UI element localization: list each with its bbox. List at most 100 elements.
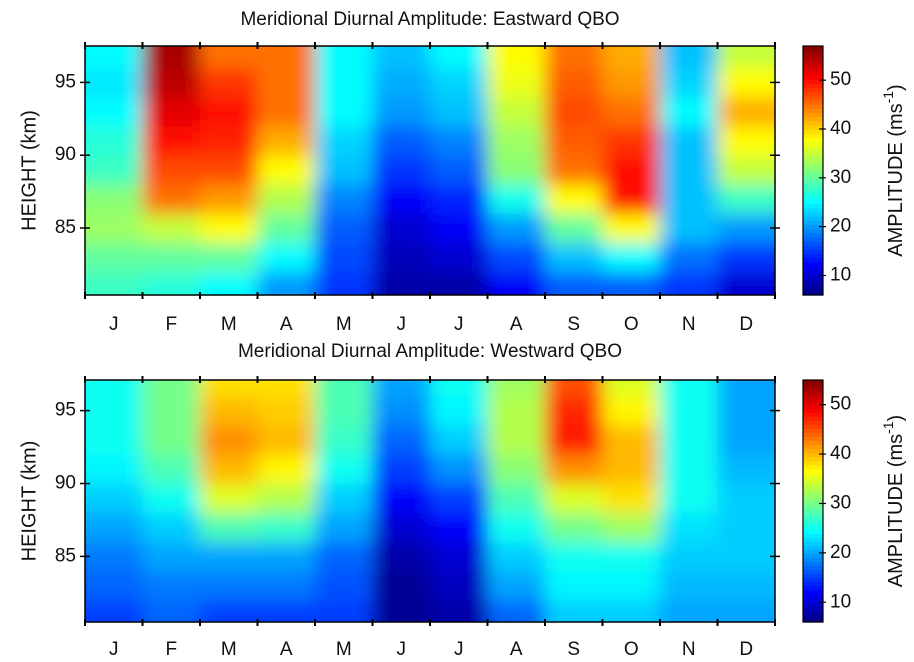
heatmap-cell [660, 126, 718, 156]
heatmap-cell [257, 570, 316, 601]
colorbar-tick-label: 10 [830, 591, 851, 612]
heatmap-cell [142, 600, 201, 622]
colorbar-segment [803, 573, 823, 579]
colorbar-segment [803, 195, 823, 201]
y-tick-label: 85 [55, 217, 76, 238]
heatmap-cell [257, 155, 316, 185]
heatmap-cell [717, 483, 775, 514]
heatmap-cell [545, 271, 603, 295]
heatmap-cell [315, 425, 373, 455]
heatmap-cell [430, 96, 488, 127]
heatmap-cell [545, 396, 603, 426]
colorbar-tick-label: 50 [830, 394, 851, 415]
colorbar-segment [803, 207, 823, 213]
colorbar-segment [803, 456, 823, 462]
colorbar-segment [803, 46, 823, 51]
heatmap-cell [372, 600, 431, 622]
heatmap-cell [85, 396, 143, 426]
colorbar-segment [803, 104, 823, 109]
heatmap-cell [372, 570, 431, 601]
heatmap-cell [487, 271, 546, 295]
x-tick-label: S [567, 314, 580, 335]
heatmap-cell [430, 600, 488, 622]
colorbar-tick-label: 30 [830, 492, 851, 513]
colorbar-segment [803, 581, 823, 587]
heatmap-cell [545, 512, 603, 543]
heatmap-cell [200, 126, 258, 156]
x-tick-label: D [739, 314, 753, 335]
heatmap-cell [142, 96, 201, 127]
colorbar-segment [803, 95, 823, 101]
colorbar-segment [803, 141, 823, 147]
colorbar-segment [803, 108, 823, 113]
x-tick-label: M [336, 639, 352, 660]
heatmap-cell [487, 126, 546, 156]
heatmap-cell [602, 380, 661, 397]
heatmap-cell [315, 46, 373, 69]
x-tick-label: J [454, 314, 464, 335]
heatmap-cell [717, 155, 775, 185]
heatmap-cell [257, 541, 316, 572]
heatmap-cell [660, 155, 718, 185]
x-tick-label: M [336, 314, 352, 335]
heatmap-cell [717, 570, 775, 601]
colorbar-segment [803, 232, 823, 238]
colorbar-segment [803, 91, 823, 97]
x-tick-label: N [682, 314, 696, 335]
heatmap-cell [257, 184, 316, 214]
heatmap-cell [430, 570, 488, 601]
heatmap-cell [142, 483, 201, 514]
colorbar-label-end: ) [885, 415, 907, 422]
heatmap-cell [487, 46, 546, 69]
heatmap-cell [487, 184, 546, 214]
heatmap-cell [602, 96, 661, 127]
colorbar-label-sup: -1 [880, 91, 896, 104]
heatmap-cell [315, 396, 373, 426]
heatmap-cell [430, 126, 488, 156]
colorbar-segment [803, 609, 823, 615]
colorbar-segment [803, 112, 823, 118]
heatmap-cell [200, 271, 258, 295]
heatmap-cell [372, 512, 431, 543]
colorbar-segment [803, 253, 823, 259]
colorbar-segment [803, 501, 823, 506]
heatmap-cell [545, 213, 603, 244]
colorbar-segment [803, 380, 823, 385]
heatmap-cell [660, 380, 718, 397]
heatmap-cell [430, 483, 488, 514]
colorbar-segment [803, 468, 823, 474]
colorbar-segment [803, 87, 823, 93]
colorbar-segment [803, 178, 823, 184]
colorbar-segment [803, 224, 823, 230]
colorbar-segment [803, 452, 823, 458]
heatmap-cell [602, 512, 661, 543]
colorbar-segment [803, 412, 823, 417]
heatmap-cell [142, 396, 201, 426]
heatmap-cell [142, 213, 201, 244]
colorbar-segment [803, 384, 823, 389]
colorbar-segment [803, 460, 823, 466]
heatmap-cell [315, 600, 373, 622]
heatmap-cell [315, 184, 373, 214]
colorbar-segment [803, 187, 823, 192]
colorbar-segment [803, 241, 823, 246]
heatmap-cell [660, 454, 718, 485]
heatmap-cell [487, 396, 546, 426]
colorbar-segment [803, 496, 823, 502]
heatmap-cell [602, 126, 661, 156]
heatmap-cell [257, 67, 316, 98]
heatmap-cell [717, 600, 775, 622]
heatmap-cell [315, 512, 373, 543]
heatmap [85, 46, 775, 295]
heatmap-cell [257, 396, 316, 426]
heatmap-cell [257, 213, 316, 244]
colorbar-segment [803, 424, 823, 429]
colorbar-segment [803, 549, 823, 555]
colorbar-segment [803, 541, 823, 546]
heatmap-cell [602, 155, 661, 185]
heatmap-cell [545, 67, 603, 98]
heatmap-cell [602, 271, 661, 295]
colorbar-segment [803, 476, 823, 482]
colorbar-segment [803, 589, 823, 595]
heatmap-cell [545, 570, 603, 601]
